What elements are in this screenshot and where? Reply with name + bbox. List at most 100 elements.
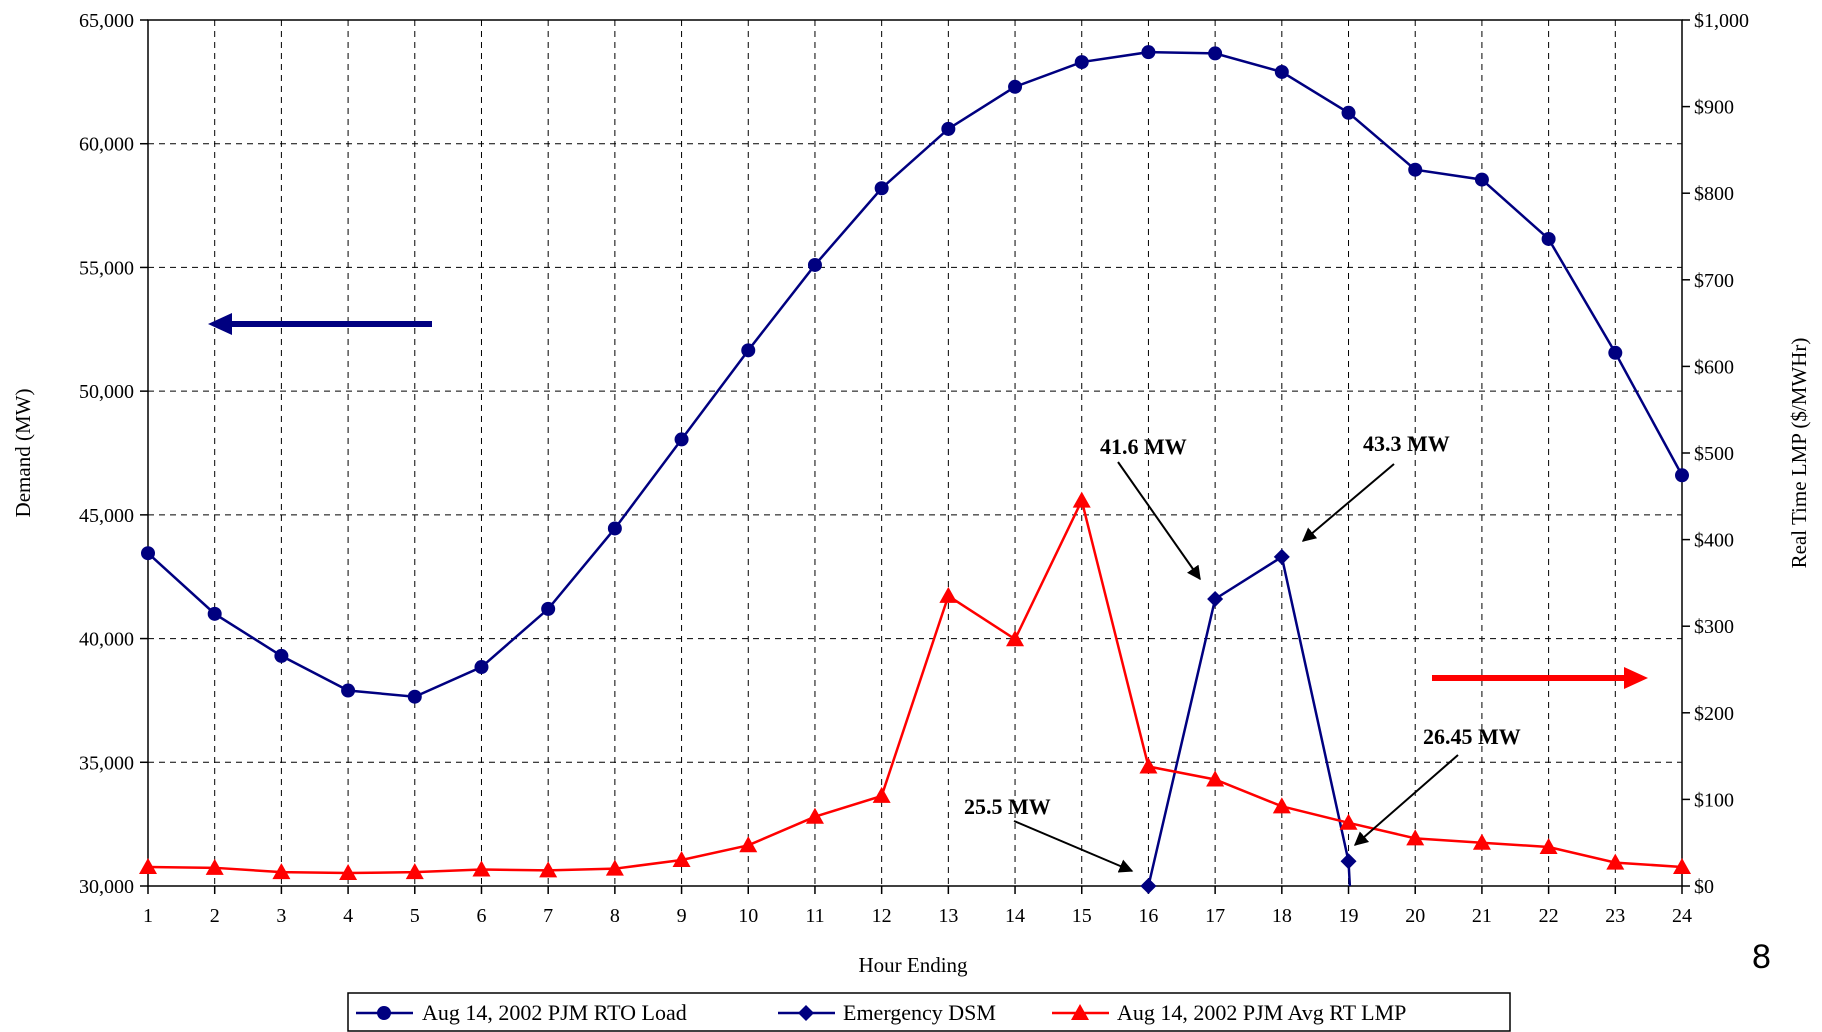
legend: Aug 14, 2002 PJM RTO Load Emergency DSM …	[347, 992, 1511, 1032]
x-axis-title: Hour Ending	[858, 953, 968, 977]
series-dsm	[1140, 548, 1357, 894]
data-point	[674, 432, 689, 447]
annotation-label: 26.45 MW	[1423, 724, 1521, 749]
data-point	[1072, 491, 1091, 508]
page-number: 8	[1752, 938, 1771, 976]
data-point	[139, 857, 157, 874]
data-point	[1139, 757, 1158, 774]
y-axis-title: Demand (MW)	[11, 389, 35, 518]
x-tick-label: 15	[1072, 905, 1092, 927]
series-line	[147, 50, 1684, 698]
y2-tick-label: $400	[1694, 530, 1734, 552]
x-tick-label: 16	[1138, 905, 1158, 927]
series-line	[147, 496, 1683, 875]
x-tick-label: 19	[1339, 905, 1359, 927]
y2-tick-label: $0	[1694, 876, 1714, 898]
data-point	[474, 660, 489, 675]
left-axis-arrow-head	[208, 313, 232, 335]
annotation-arrow	[1301, 463, 1395, 542]
y2-tick-label: $700	[1694, 270, 1734, 292]
x-tick-label: 4	[343, 905, 353, 927]
data-point	[1340, 853, 1357, 870]
x-tick-label: 5	[410, 905, 420, 927]
x-tick-label: 1	[143, 905, 153, 927]
y2-tick-label: $200	[1694, 703, 1734, 725]
legend-marker-lmp	[1071, 1004, 1089, 1020]
data-point	[472, 860, 491, 877]
data-point	[341, 683, 356, 698]
y2-axis-title: Real Time LMP ($/MWHr)	[1787, 338, 1811, 569]
data-point	[1140, 878, 1157, 894]
y2-tick-label: $900	[1694, 97, 1734, 119]
y-tick-label: 30,000	[79, 876, 134, 898]
annotation-label: 43.3 MW	[1363, 431, 1450, 456]
data-point	[1539, 838, 1558, 855]
data-point	[1272, 797, 1291, 814]
x-tick-label: 17	[1205, 905, 1225, 927]
y2-tick-label: $100	[1694, 789, 1734, 811]
data-point	[605, 859, 624, 876]
x-tick-label: 18	[1272, 905, 1292, 927]
data-point	[1408, 162, 1423, 177]
data-point	[274, 648, 289, 663]
data-point	[939, 586, 958, 603]
x-tick-label: 11	[805, 905, 824, 927]
legend-marker-dsm	[798, 1005, 814, 1021]
legend-marker-load	[377, 1006, 391, 1020]
data-point	[1207, 590, 1224, 607]
annotation-arrow	[1353, 754, 1459, 846]
data-point	[741, 343, 756, 358]
data-point	[541, 601, 556, 616]
data-point	[407, 689, 422, 704]
x-tick-label: 8	[610, 905, 620, 927]
right-axis-arrow-head	[1624, 667, 1648, 689]
axis-indicator-arrows	[208, 313, 1648, 689]
data-point	[1206, 770, 1225, 787]
series-lmp	[139, 491, 1691, 881]
data-point	[1406, 829, 1425, 846]
data-point	[539, 861, 558, 878]
data-point	[607, 521, 622, 536]
x-tick-label: 22	[1539, 905, 1559, 927]
y-tick-label: 65,000	[79, 10, 134, 32]
data-point	[205, 858, 224, 875]
y2-tick-label: $300	[1694, 616, 1734, 638]
x-tick-label: 2	[210, 905, 220, 927]
data-point	[1541, 231, 1556, 246]
annotation-label: 25.5 MW	[964, 794, 1051, 819]
data-point	[1274, 64, 1289, 79]
y2-tick-label: $600	[1694, 356, 1734, 378]
data-point	[874, 181, 889, 196]
data-point	[1341, 105, 1356, 120]
x-tick-label: 13	[938, 905, 958, 927]
data-point	[1608, 345, 1623, 360]
data-point	[207, 606, 222, 621]
data-point	[805, 807, 824, 824]
series-layer	[139, 45, 1691, 894]
data-point	[1008, 79, 1023, 94]
x-tick-label: 23	[1605, 905, 1625, 927]
data-point	[872, 786, 891, 803]
annotation-label: 41.6 MW	[1100, 434, 1187, 459]
data-point	[1208, 46, 1223, 61]
data-point	[1472, 833, 1491, 850]
data-point	[1273, 548, 1290, 565]
annotation-arrow	[1013, 820, 1134, 873]
x-tick-label: 7	[543, 905, 553, 927]
series-load	[141, 45, 1689, 704]
plot-frame	[147, 19, 1683, 887]
x-tick-label: 6	[476, 905, 486, 927]
data-point	[1673, 857, 1691, 874]
x-tick-label: 20	[1405, 905, 1425, 927]
data-point	[405, 863, 424, 880]
data-point	[672, 851, 691, 868]
tick-labels: 1 2 3 4 5 6 7 8 9 10 11 12 13 14 15 16 17 18 19 20 21 22 23 243…	[79, 10, 1749, 927]
data-point	[1474, 172, 1489, 187]
data-point	[141, 546, 155, 561]
data-point	[272, 863, 291, 880]
x-tick-label: 3	[276, 905, 286, 927]
y-tick-label: 55,000	[79, 257, 134, 279]
data-point	[1675, 468, 1689, 483]
series-line	[1147, 554, 1352, 887]
